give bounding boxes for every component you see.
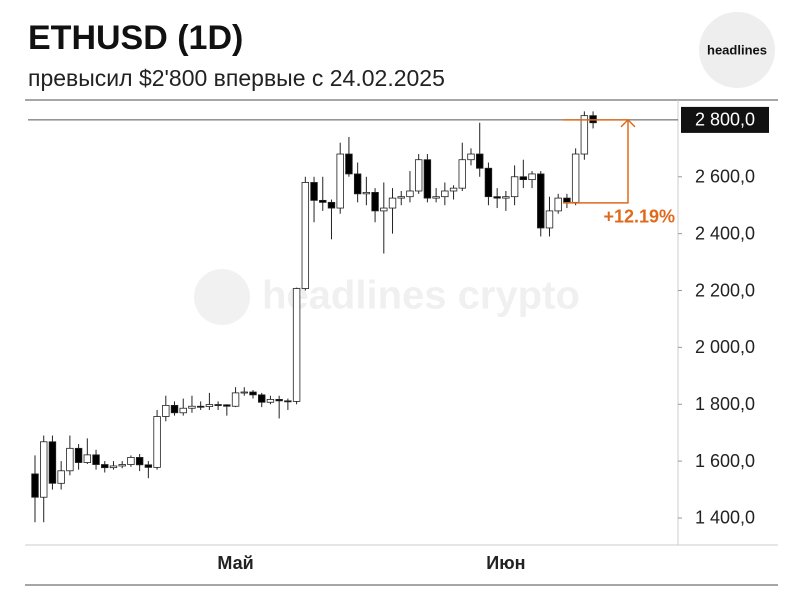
watermark-group: headlines crypto [194,269,580,325]
candle-body [240,391,248,394]
y-tick-label: 2 800,0 [695,110,755,130]
candle-body [467,153,475,161]
candle-body [545,210,554,229]
candle-body [292,288,301,402]
price-label-box [681,106,769,133]
candle-body [83,454,92,463]
logo: headlines [707,42,767,57]
candle-body [249,391,257,396]
candle-body [109,465,118,469]
candle-body [345,153,353,175]
candle-body [153,416,161,468]
watermark: headlines crypto [262,274,580,318]
candle-body [48,441,57,484]
candle-body [135,457,144,466]
chart-subtitle: превысил $2'800 впервые с 24.02.2025 [28,65,445,91]
annotation-bracket [562,119,629,204]
candle-body [563,197,571,203]
y-tick-label: 2 600,0 [695,167,755,187]
candle-body [275,399,283,402]
candle-body [144,464,153,468]
candle-body [502,196,510,199]
chart-title: ETHUSD (1D) [28,19,243,57]
candle-body [528,173,536,181]
candle-body [380,207,388,212]
candle-body [327,201,336,209]
candle-body [406,190,414,198]
x-tick-label: Июн [486,553,525,573]
annotation-arrow [620,118,636,128]
candle-body [493,196,501,199]
y-tick-label: 2 200,0 [695,280,755,300]
candle-body [336,153,344,209]
candle-body [266,399,275,403]
logo-circle [699,12,775,88]
y-tick-label: 2 400,0 [695,223,755,243]
watermark-icon [194,269,250,325]
candle-body [196,405,205,408]
candle-body [580,115,589,155]
candle-body [205,404,214,407]
candle-body [362,192,371,195]
candle-body [101,464,109,469]
candle-body [57,470,65,484]
candle-body [92,454,100,465]
candle-body [118,464,126,467]
candle-body [31,473,39,498]
candle-body [397,196,405,199]
candle-body [484,167,493,198]
candle-body [258,394,266,403]
candle-body [519,176,528,181]
candle-body [319,199,327,203]
candle-body [432,196,440,199]
candle-body [449,187,458,192]
y-tick-label: 1 600,0 [695,451,755,471]
candle-body [179,407,187,414]
candle-body [441,190,449,198]
candle-body [162,404,170,417]
candle-body [476,153,484,169]
candle-body [458,159,466,189]
candle-body [284,400,292,403]
candle-body [537,173,545,229]
annotation-text: +12.19% [603,207,675,227]
candle-body [353,173,362,195]
candle-body [66,447,74,472]
candle-body [554,197,562,212]
candle-body [214,404,222,406]
candle-body [40,441,48,498]
candle-body [510,176,519,198]
candle-body [223,404,231,407]
candle-body [188,405,196,409]
candle-body [310,182,318,201]
candle-body [74,447,83,463]
candle-body [231,392,240,407]
x-tick-label: Май [217,553,253,573]
y-tick-label: 1 800,0 [695,394,755,414]
candle-body [414,159,423,192]
y-tick-label: 2 000,0 [695,337,755,357]
candle-body [571,153,580,203]
candle-body [371,192,379,212]
candle-body [127,457,135,465]
y-tick-label: 1 400,0 [695,508,755,528]
candle-body [423,159,432,199]
candle-body [388,197,397,209]
candle-body [170,404,179,414]
candle-body [301,182,310,289]
